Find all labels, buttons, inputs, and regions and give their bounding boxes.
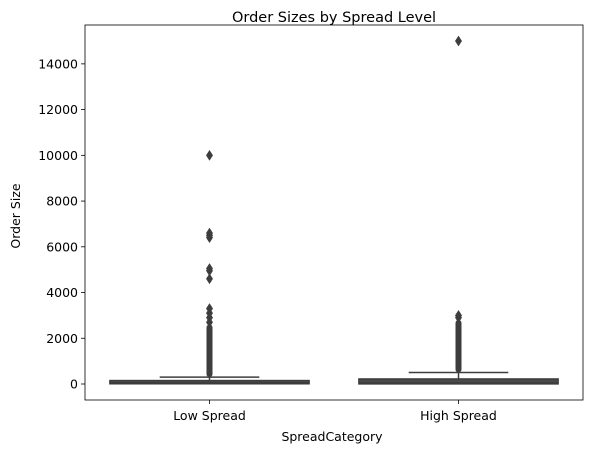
y-tick-label: 8000: [46, 194, 78, 209]
x-tick-label: Low Spread: [173, 408, 246, 423]
outlier-point: [455, 35, 462, 47]
x-axis-label: SpreadCategory: [281, 429, 383, 444]
y-axis-ticks: 0 2000 4000 6000 8000 10000 12000 14000: [38, 56, 85, 391]
outlier-point: [206, 273, 213, 285]
y-tick-label: 2000: [46, 331, 78, 346]
y-axis-label: Order Size: [8, 183, 23, 248]
box-marks: [109, 35, 559, 385]
x-axis-ticks: Low Spread High Spread: [173, 400, 497, 423]
outlier-band: [206, 324, 213, 378]
x-tick-label: High Spread: [420, 408, 497, 423]
y-tick-label: 12000: [38, 102, 78, 117]
outlier-point: [206, 263, 213, 274]
y-tick-label: 4000: [46, 285, 78, 300]
plot-area-frame: [84, 24, 584, 401]
outlier-point: [455, 309, 462, 321]
y-tick-label: 10000: [38, 148, 78, 163]
box-group-1: [109, 149, 310, 385]
y-tick-label: 6000: [46, 239, 78, 254]
outlier-band: [455, 319, 462, 373]
outlier-point: [206, 227, 213, 239]
y-tick-label: 14000: [38, 56, 78, 71]
outlier-point: [206, 149, 213, 161]
y-tick-label: 0: [70, 376, 78, 391]
outlier-point: [206, 303, 213, 315]
box-group-2: [358, 35, 559, 385]
chart-title: Order Sizes by Spread Level: [232, 10, 436, 26]
